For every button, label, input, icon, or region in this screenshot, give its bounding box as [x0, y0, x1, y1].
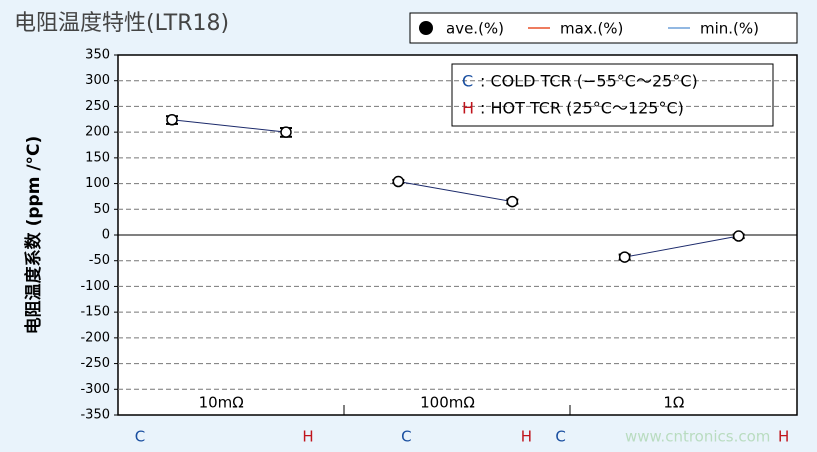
legend-label: max.(%) [560, 20, 623, 38]
ave-point [618, 251, 631, 263]
y-tick-label: 150 [85, 150, 110, 165]
annotation-key: C [462, 72, 473, 91]
group-label: 1Ω [663, 394, 684, 412]
x-tick-label: H [302, 428, 313, 446]
x-tick-label: C [401, 428, 411, 446]
chart-title: 电阻温度特性(LTR18) [14, 11, 229, 36]
legend-label: ave.(%) [446, 20, 504, 38]
y-tick-label: -100 [80, 279, 110, 294]
y-axis-label: 电阻温度系数 (ppm /°C) [23, 136, 44, 335]
y-tick-label: -50 [89, 253, 110, 268]
group-label: 100mΩ [420, 394, 475, 412]
y-tick-label: -250 [80, 356, 110, 371]
legend-box [409, 12, 798, 44]
annotation-key: H [462, 99, 474, 118]
legend-label: min.(%) [700, 20, 759, 38]
y-tick-label: -300 [80, 382, 110, 397]
annotation-text: : COLD TCR (−55°C〜25°C) [480, 72, 698, 91]
annotation-box [451, 63, 774, 127]
watermark: www.cntronics.com [625, 428, 770, 446]
ave-line [171, 119, 287, 133]
y-tick-label: 250 [85, 99, 110, 114]
y-tick-label: 0 [102, 228, 110, 243]
ave-point [506, 195, 519, 208]
x-tick-label: H [778, 428, 789, 446]
y-tick-label: 100 [85, 176, 110, 191]
y-tick-label: -200 [80, 330, 110, 345]
y-tick-label: -350 [80, 408, 110, 423]
ave-line [624, 235, 739, 258]
ave-point [732, 230, 745, 242]
y-tick-label: 50 [93, 202, 110, 217]
y-tick-label: 300 [85, 73, 110, 88]
x-tick-label: C [135, 428, 145, 446]
legend-marker [419, 21, 433, 35]
y-tick-label: -150 [80, 305, 110, 320]
x-tick-label: C [555, 428, 565, 446]
ave-line [398, 181, 513, 203]
group-label: 10mΩ [199, 394, 244, 412]
y-tick-label: 350 [85, 48, 110, 63]
annotation-text: : HOT TCR (25°C〜125°C) [480, 99, 684, 118]
ave-point [166, 114, 178, 126]
x-tick-label: H [521, 428, 532, 446]
y-tick-label: 200 [85, 125, 110, 140]
ave-point [392, 175, 405, 188]
ave-point [280, 126, 292, 138]
